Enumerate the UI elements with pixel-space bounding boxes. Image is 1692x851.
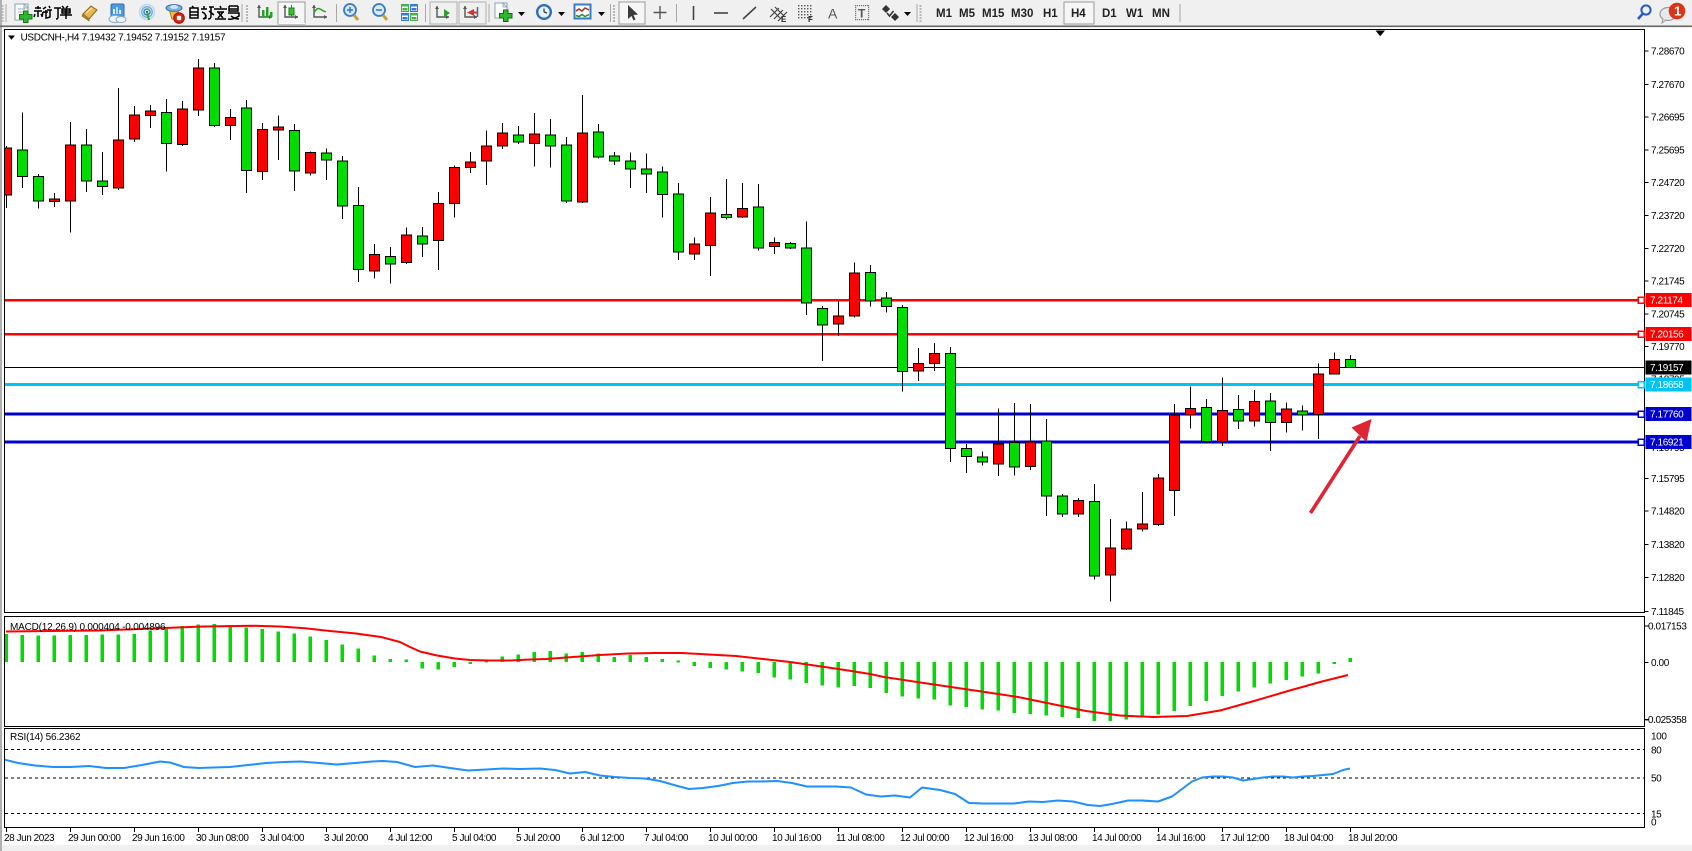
svg-text:6 Jul 12:00: 6 Jul 12:00 [580, 833, 625, 844]
svg-text:7.20745: 7.20745 [1651, 310, 1685, 321]
svg-text:5 Jul 04:00: 5 Jul 04:00 [452, 833, 497, 844]
svg-text:29 Jun 16:00: 29 Jun 16:00 [132, 833, 185, 844]
svg-text:11 Jul 08:00: 11 Jul 08:00 [836, 833, 885, 844]
svg-text:H4: H4 [1071, 8, 1086, 20]
svg-text:7.26695: 7.26695 [1651, 113, 1685, 124]
svg-text:0: 0 [1651, 817, 1657, 828]
svg-text:10 Jul 16:00: 10 Jul 16:00 [772, 833, 822, 844]
svg-text:7.22720: 7.22720 [1651, 244, 1685, 255]
svg-text:7.15795: 7.15795 [1651, 474, 1685, 485]
svg-text:7.17760: 7.17760 [1650, 410, 1684, 421]
svg-text:W1: W1 [1126, 8, 1144, 20]
svg-text:7.23720: 7.23720 [1651, 211, 1685, 222]
svg-text:14 Jul 00:00: 14 Jul 00:00 [1092, 833, 1142, 844]
svg-text:3 Jul 20:00: 3 Jul 20:00 [324, 833, 369, 844]
svg-text:E: E [781, 15, 787, 24]
svg-text:7.13820: 7.13820 [1651, 540, 1685, 551]
svg-text:M1: M1 [936, 8, 953, 20]
svg-text:7.27670: 7.27670 [1651, 80, 1685, 91]
svg-text:1: 1 [1674, 4, 1681, 19]
svg-text:7.21745: 7.21745 [1651, 277, 1685, 288]
svg-text:28 Jun 2023: 28 Jun 2023 [4, 833, 55, 844]
svg-text:14 Jul 16:00: 14 Jul 16:00 [1156, 833, 1206, 844]
svg-text:13 Jul 08:00: 13 Jul 08:00 [1028, 833, 1078, 844]
svg-text:7.24720: 7.24720 [1651, 178, 1685, 189]
svg-text:7.19157: 7.19157 [1650, 363, 1684, 374]
svg-text:7.20156: 7.20156 [1650, 330, 1684, 341]
svg-text:M30: M30 [1011, 8, 1033, 20]
svg-text:12 Jul 00:00: 12 Jul 00:00 [900, 833, 950, 844]
svg-text:7 Jul 04:00: 7 Jul 04:00 [644, 833, 689, 844]
svg-text:T: T [858, 7, 866, 21]
svg-text:100: 100 [1651, 732, 1667, 743]
svg-text:7.28670: 7.28670 [1651, 47, 1685, 58]
svg-text:7.16921: 7.16921 [1650, 438, 1684, 449]
svg-text:0.00: 0.00 [1651, 658, 1670, 669]
svg-text:7.18658: 7.18658 [1650, 380, 1684, 391]
svg-text:0.017153: 0.017153 [1648, 622, 1687, 633]
svg-text:18 Jul 04:00: 18 Jul 04:00 [1284, 833, 1334, 844]
svg-text:M15: M15 [982, 8, 1005, 20]
svg-text:7.25695: 7.25695 [1651, 146, 1685, 157]
svg-text:3 Jul 04:00: 3 Jul 04:00 [260, 833, 305, 844]
svg-text:M5: M5 [959, 8, 976, 20]
svg-text:F: F [808, 15, 813, 24]
svg-text:17 Jul 12:00: 17 Jul 12:00 [1220, 833, 1270, 844]
svg-text:A: A [828, 6, 838, 22]
svg-text:12 Jul 16:00: 12 Jul 16:00 [964, 833, 1014, 844]
svg-text:5 Jul 20:00: 5 Jul 20:00 [516, 833, 561, 844]
svg-text:80: 80 [1651, 746, 1662, 757]
svg-text:4 Jul 12:00: 4 Jul 12:00 [388, 833, 433, 844]
svg-text:RSI(14) 56.2362: RSI(14) 56.2362 [10, 732, 81, 743]
svg-text:USDCNH-,H4 7.19432 7.19452 7.: USDCNH-,H4 7.19432 7.19452 7.19152 7.191… [21, 33, 227, 44]
svg-text:7.19770: 7.19770 [1651, 342, 1685, 353]
svg-text:7.11845: 7.11845 [1651, 607, 1684, 618]
svg-text:29 Jun 00:00: 29 Jun 00:00 [68, 833, 121, 844]
svg-text:7.12820: 7.12820 [1651, 573, 1685, 584]
svg-text:50: 50 [1651, 774, 1662, 785]
svg-text:-0.025358: -0.025358 [1645, 715, 1687, 726]
svg-text:7.21174: 7.21174 [1650, 296, 1683, 307]
svg-text:H1: H1 [1043, 8, 1058, 20]
svg-text:10 Jul 00:00: 10 Jul 00:00 [708, 833, 758, 844]
svg-text:D1: D1 [1102, 8, 1117, 20]
svg-text:MACD(12,26,9) 0.000404 -0.0048: MACD(12,26,9) 0.000404 -0.004896 [10, 622, 166, 633]
svg-text:7.14820: 7.14820 [1651, 507, 1685, 518]
svg-text:MN: MN [1152, 8, 1170, 20]
svg-text:18 Jul 20:00: 18 Jul 20:00 [1348, 833, 1398, 844]
svg-text:30 Jun 08:00: 30 Jun 08:00 [196, 833, 249, 844]
svg-text:15: 15 [1651, 810, 1662, 821]
